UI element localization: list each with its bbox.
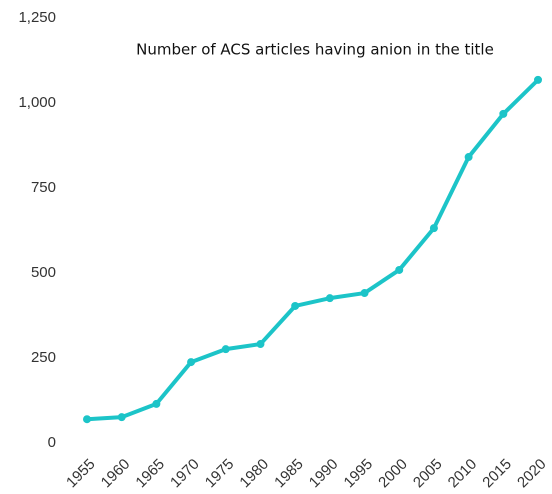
x-tick-label: 1965 xyxy=(132,456,168,492)
y-tick-label: 500 xyxy=(31,264,56,281)
point xyxy=(325,294,334,303)
x-tick-label: 1960 xyxy=(98,456,134,492)
point xyxy=(534,75,542,84)
point xyxy=(187,358,196,367)
y-tick-label: 750 xyxy=(31,179,56,196)
point xyxy=(464,153,473,162)
point xyxy=(221,345,230,354)
point xyxy=(83,415,91,424)
x-tick-label: 1995 xyxy=(341,456,377,492)
x-tick-label: 2015 xyxy=(479,456,515,492)
point xyxy=(429,224,438,233)
x-tick-label: 1980 xyxy=(236,456,272,492)
y-tick-label: 250 xyxy=(31,349,56,366)
y-tick-label: 0 xyxy=(48,434,56,451)
x-tick-label: 2020 xyxy=(514,456,550,492)
point xyxy=(360,289,369,298)
line xyxy=(86,78,540,422)
point xyxy=(291,301,300,310)
x-tick-label: 1970 xyxy=(167,456,203,492)
x-tick-label: 1975 xyxy=(202,456,238,492)
x-tick-label: 2000 xyxy=(375,456,411,492)
x-tick-label: 2010 xyxy=(445,456,481,492)
point xyxy=(117,413,126,422)
x-tick-label: 1955 xyxy=(63,456,99,492)
point xyxy=(395,265,404,274)
x-tick-label: 2005 xyxy=(410,456,446,492)
x-tick-label: 1990 xyxy=(306,456,342,492)
y-tick-label: 1,250 xyxy=(18,9,56,26)
point xyxy=(152,399,161,408)
point xyxy=(256,340,265,349)
chart-title: Number of ACS articles having anion in t… xyxy=(136,41,494,59)
point xyxy=(499,109,508,118)
x-tick-label: 1985 xyxy=(271,456,307,492)
y-tick-label: 1,000 xyxy=(18,94,56,111)
